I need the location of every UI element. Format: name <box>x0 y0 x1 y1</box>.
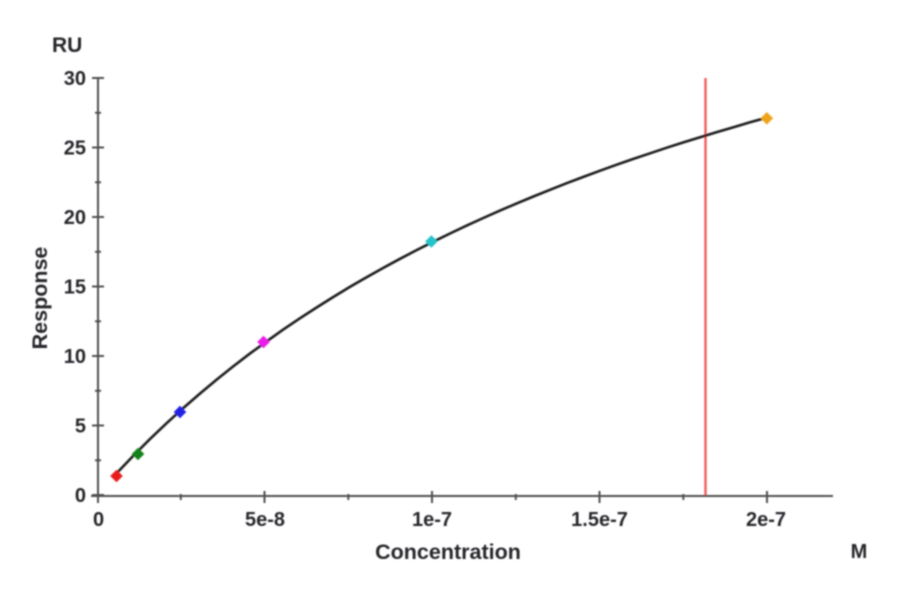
svg-text:Response: Response <box>28 247 52 350</box>
svg-text:10: 10 <box>64 346 86 368</box>
svg-text:Concentration: Concentration <box>375 540 521 564</box>
svg-text:RU: RU <box>52 34 82 57</box>
svg-text:30: 30 <box>64 68 86 90</box>
svg-text:5: 5 <box>75 416 86 438</box>
svg-text:0: 0 <box>93 509 104 531</box>
svg-text:20: 20 <box>64 207 86 229</box>
svg-text:M: M <box>851 541 868 563</box>
svg-text:0: 0 <box>75 485 86 507</box>
svg-text:1.5e-7: 1.5e-7 <box>571 509 628 531</box>
svg-text:5e-8: 5e-8 <box>245 509 285 531</box>
svg-text:15: 15 <box>64 277 86 299</box>
svg-text:2e-7: 2e-7 <box>746 509 786 531</box>
svg-text:1e-7: 1e-7 <box>412 509 452 531</box>
svg-text:25: 25 <box>64 138 86 160</box>
